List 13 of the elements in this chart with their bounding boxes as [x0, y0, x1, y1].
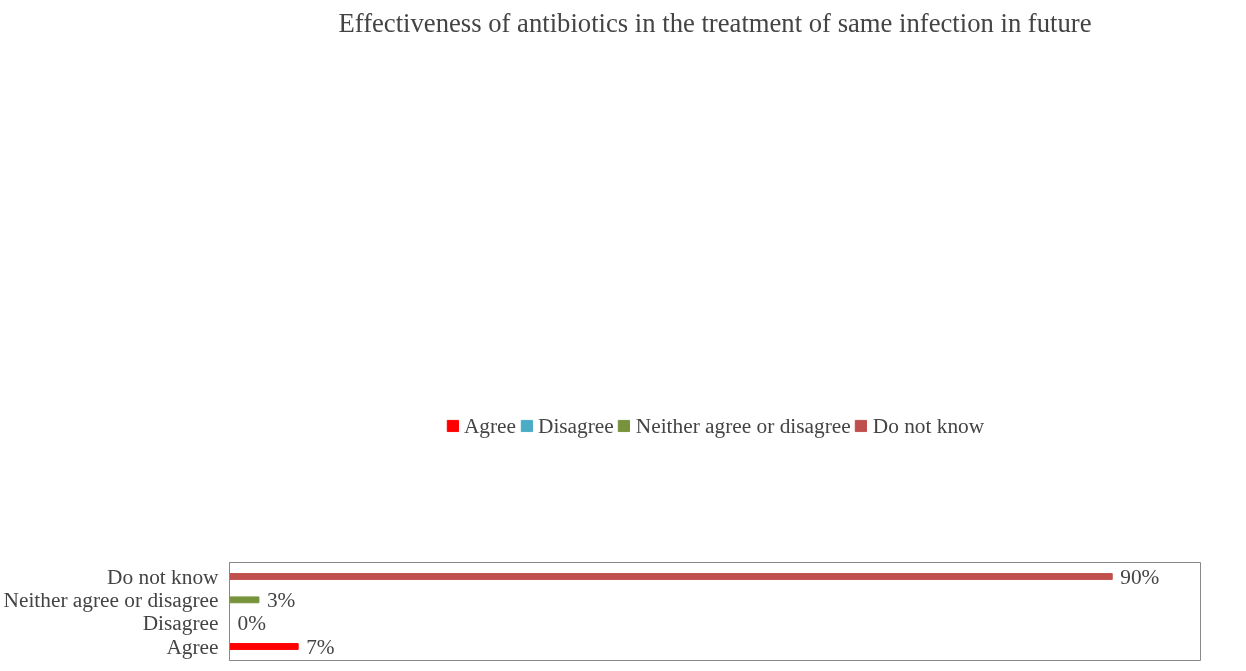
data-label: 3% [266, 587, 296, 612]
legend-label: Agree [463, 413, 516, 439]
legend-label: Do not know [872, 413, 985, 439]
legend-label: Disagree [537, 413, 614, 439]
chart-title: Effectiveness of antibiotics in the treatment of same infection in future [338, 7, 1092, 38]
data-label: 7% [306, 634, 335, 659]
data-label: 0% [237, 611, 267, 636]
y-tick-label: Do not know [107, 564, 220, 589]
data-label: 90% [1120, 564, 1160, 589]
y-tick-label: Neither agree or disagree [3, 587, 219, 612]
y-tick-label: Agree [166, 634, 219, 659]
y-tick-label: Disagree [142, 611, 219, 636]
legend-label: Neither agree or disagree [635, 413, 851, 439]
